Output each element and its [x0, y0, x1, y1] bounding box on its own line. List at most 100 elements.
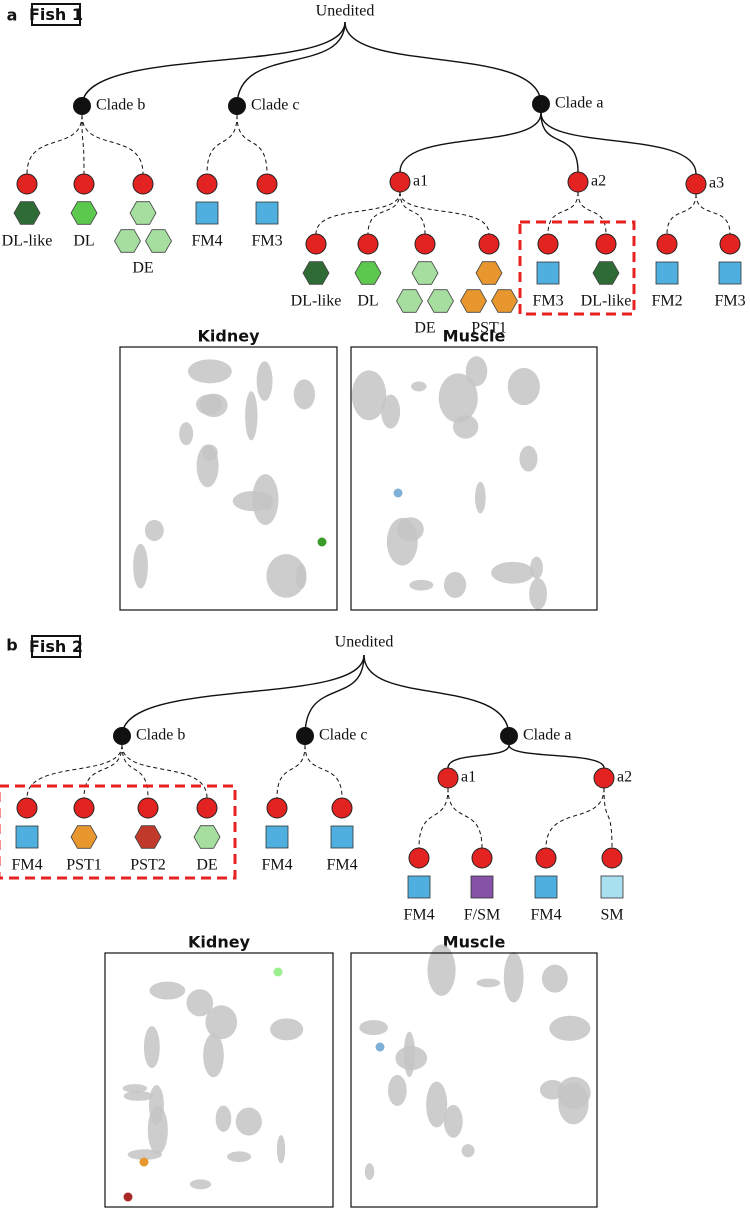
cell-cluster — [143, 1026, 160, 1069]
leaf-label: SM — [600, 907, 623, 924]
leaf-label: FM4 — [326, 857, 357, 874]
dashed-edge — [547, 191, 579, 235]
cell-cluster — [409, 579, 434, 591]
node-circle — [567, 171, 589, 193]
leaf-label: FM2 — [651, 293, 682, 310]
subclade-label: a1 — [413, 173, 428, 190]
dashed-edge — [447, 787, 483, 849]
square-marker — [718, 261, 742, 285]
clade-label: Clade b — [96, 97, 145, 114]
subclade-label: a1 — [461, 769, 476, 786]
hexagon — [592, 261, 620, 285]
highlight-box — [518, 220, 636, 316]
dashed-edge — [304, 744, 343, 799]
cell-cluster — [293, 379, 316, 410]
plot-title: Muscle — [443, 933, 506, 952]
clade-label: Clade c — [319, 727, 367, 744]
highlight-box — [0, 784, 237, 880]
cell-cluster — [395, 1046, 428, 1071]
cell-cluster — [519, 445, 538, 472]
cell-dot — [375, 1042, 385, 1052]
cell-cluster — [235, 1107, 262, 1136]
hexagon — [491, 289, 518, 313]
leaf-label: DE — [414, 320, 435, 337]
edge — [363, 654, 510, 737]
node-circle — [389, 171, 411, 193]
panel-letter: a — [7, 6, 18, 25]
subclade-label: a2 — [617, 769, 632, 786]
cell-cluster — [186, 989, 214, 1017]
node-circle — [357, 233, 379, 255]
cell-cluster — [144, 519, 164, 542]
clade-node — [532, 95, 550, 113]
leaf-label: FM3 — [714, 293, 745, 310]
leaf-label: DL — [73, 233, 94, 250]
cell-cluster — [427, 944, 456, 996]
node-circle — [132, 173, 154, 195]
cell-cluster — [252, 474, 279, 525]
plot-frame — [350, 952, 598, 1208]
clade-node — [228, 97, 246, 115]
leaf-label: PST2 — [130, 857, 166, 874]
cell-cluster — [475, 481, 486, 514]
plot-title: Kidney — [197, 327, 260, 346]
cell-cluster — [443, 1104, 463, 1138]
square-marker — [655, 261, 679, 285]
clade-label: Clade c — [251, 97, 299, 114]
dashed-edge — [81, 114, 85, 175]
cell-cluster — [187, 359, 232, 384]
cell-cluster — [381, 394, 401, 429]
cell-cluster — [452, 415, 479, 439]
dashed-edge — [83, 744, 123, 799]
cell-dot — [393, 488, 403, 498]
leaf-label: DL-like — [291, 293, 342, 310]
edge — [399, 112, 542, 173]
dashed-edge — [603, 787, 613, 849]
cell-dot — [139, 1157, 149, 1167]
edge — [447, 744, 510, 769]
dashed-edge — [236, 114, 268, 175]
edge — [540, 112, 579, 173]
leaf-label: FM4 — [11, 857, 42, 874]
dashed-edge — [367, 191, 401, 235]
plot-frame — [119, 346, 338, 611]
plot-title: Muscle — [443, 327, 506, 346]
dashed-edge — [315, 191, 401, 235]
dashed-edge — [695, 193, 731, 235]
hexagon — [302, 261, 330, 285]
plot-title: Kidney — [188, 933, 251, 952]
dashed-edge — [26, 744, 123, 799]
edge — [81, 21, 346, 107]
node-circle — [408, 847, 430, 869]
fish-box — [31, 3, 81, 26]
node-circle — [266, 797, 288, 819]
node-circle — [595, 233, 617, 255]
cell-cluster — [199, 393, 228, 418]
cell-cluster — [359, 1020, 388, 1036]
dashed-edge — [666, 193, 697, 235]
node-circle — [537, 233, 559, 255]
square-marker — [407, 875, 431, 899]
cell-cluster — [541, 964, 568, 993]
hexagon — [70, 825, 98, 849]
root-label: Unedited — [335, 634, 394, 651]
plot-frame — [104, 952, 334, 1208]
leaf-label: FM4 — [191, 233, 222, 250]
node-circle — [196, 797, 218, 819]
cell-cluster — [179, 422, 194, 446]
square-marker — [15, 825, 39, 849]
square-marker — [600, 875, 624, 899]
hexagon — [70, 201, 98, 225]
cell-cluster — [529, 578, 547, 610]
node-circle — [656, 233, 678, 255]
dashed-edge — [121, 744, 208, 799]
cell-cluster — [149, 981, 186, 1000]
hexagon — [114, 229, 141, 253]
cell-cluster — [503, 951, 524, 1003]
cell-dot — [273, 967, 283, 977]
node-circle — [137, 797, 159, 819]
hexagon — [145, 229, 172, 253]
dashed-edge — [399, 191, 426, 235]
dashed-edge — [577, 191, 607, 235]
cell-cluster — [465, 356, 488, 387]
